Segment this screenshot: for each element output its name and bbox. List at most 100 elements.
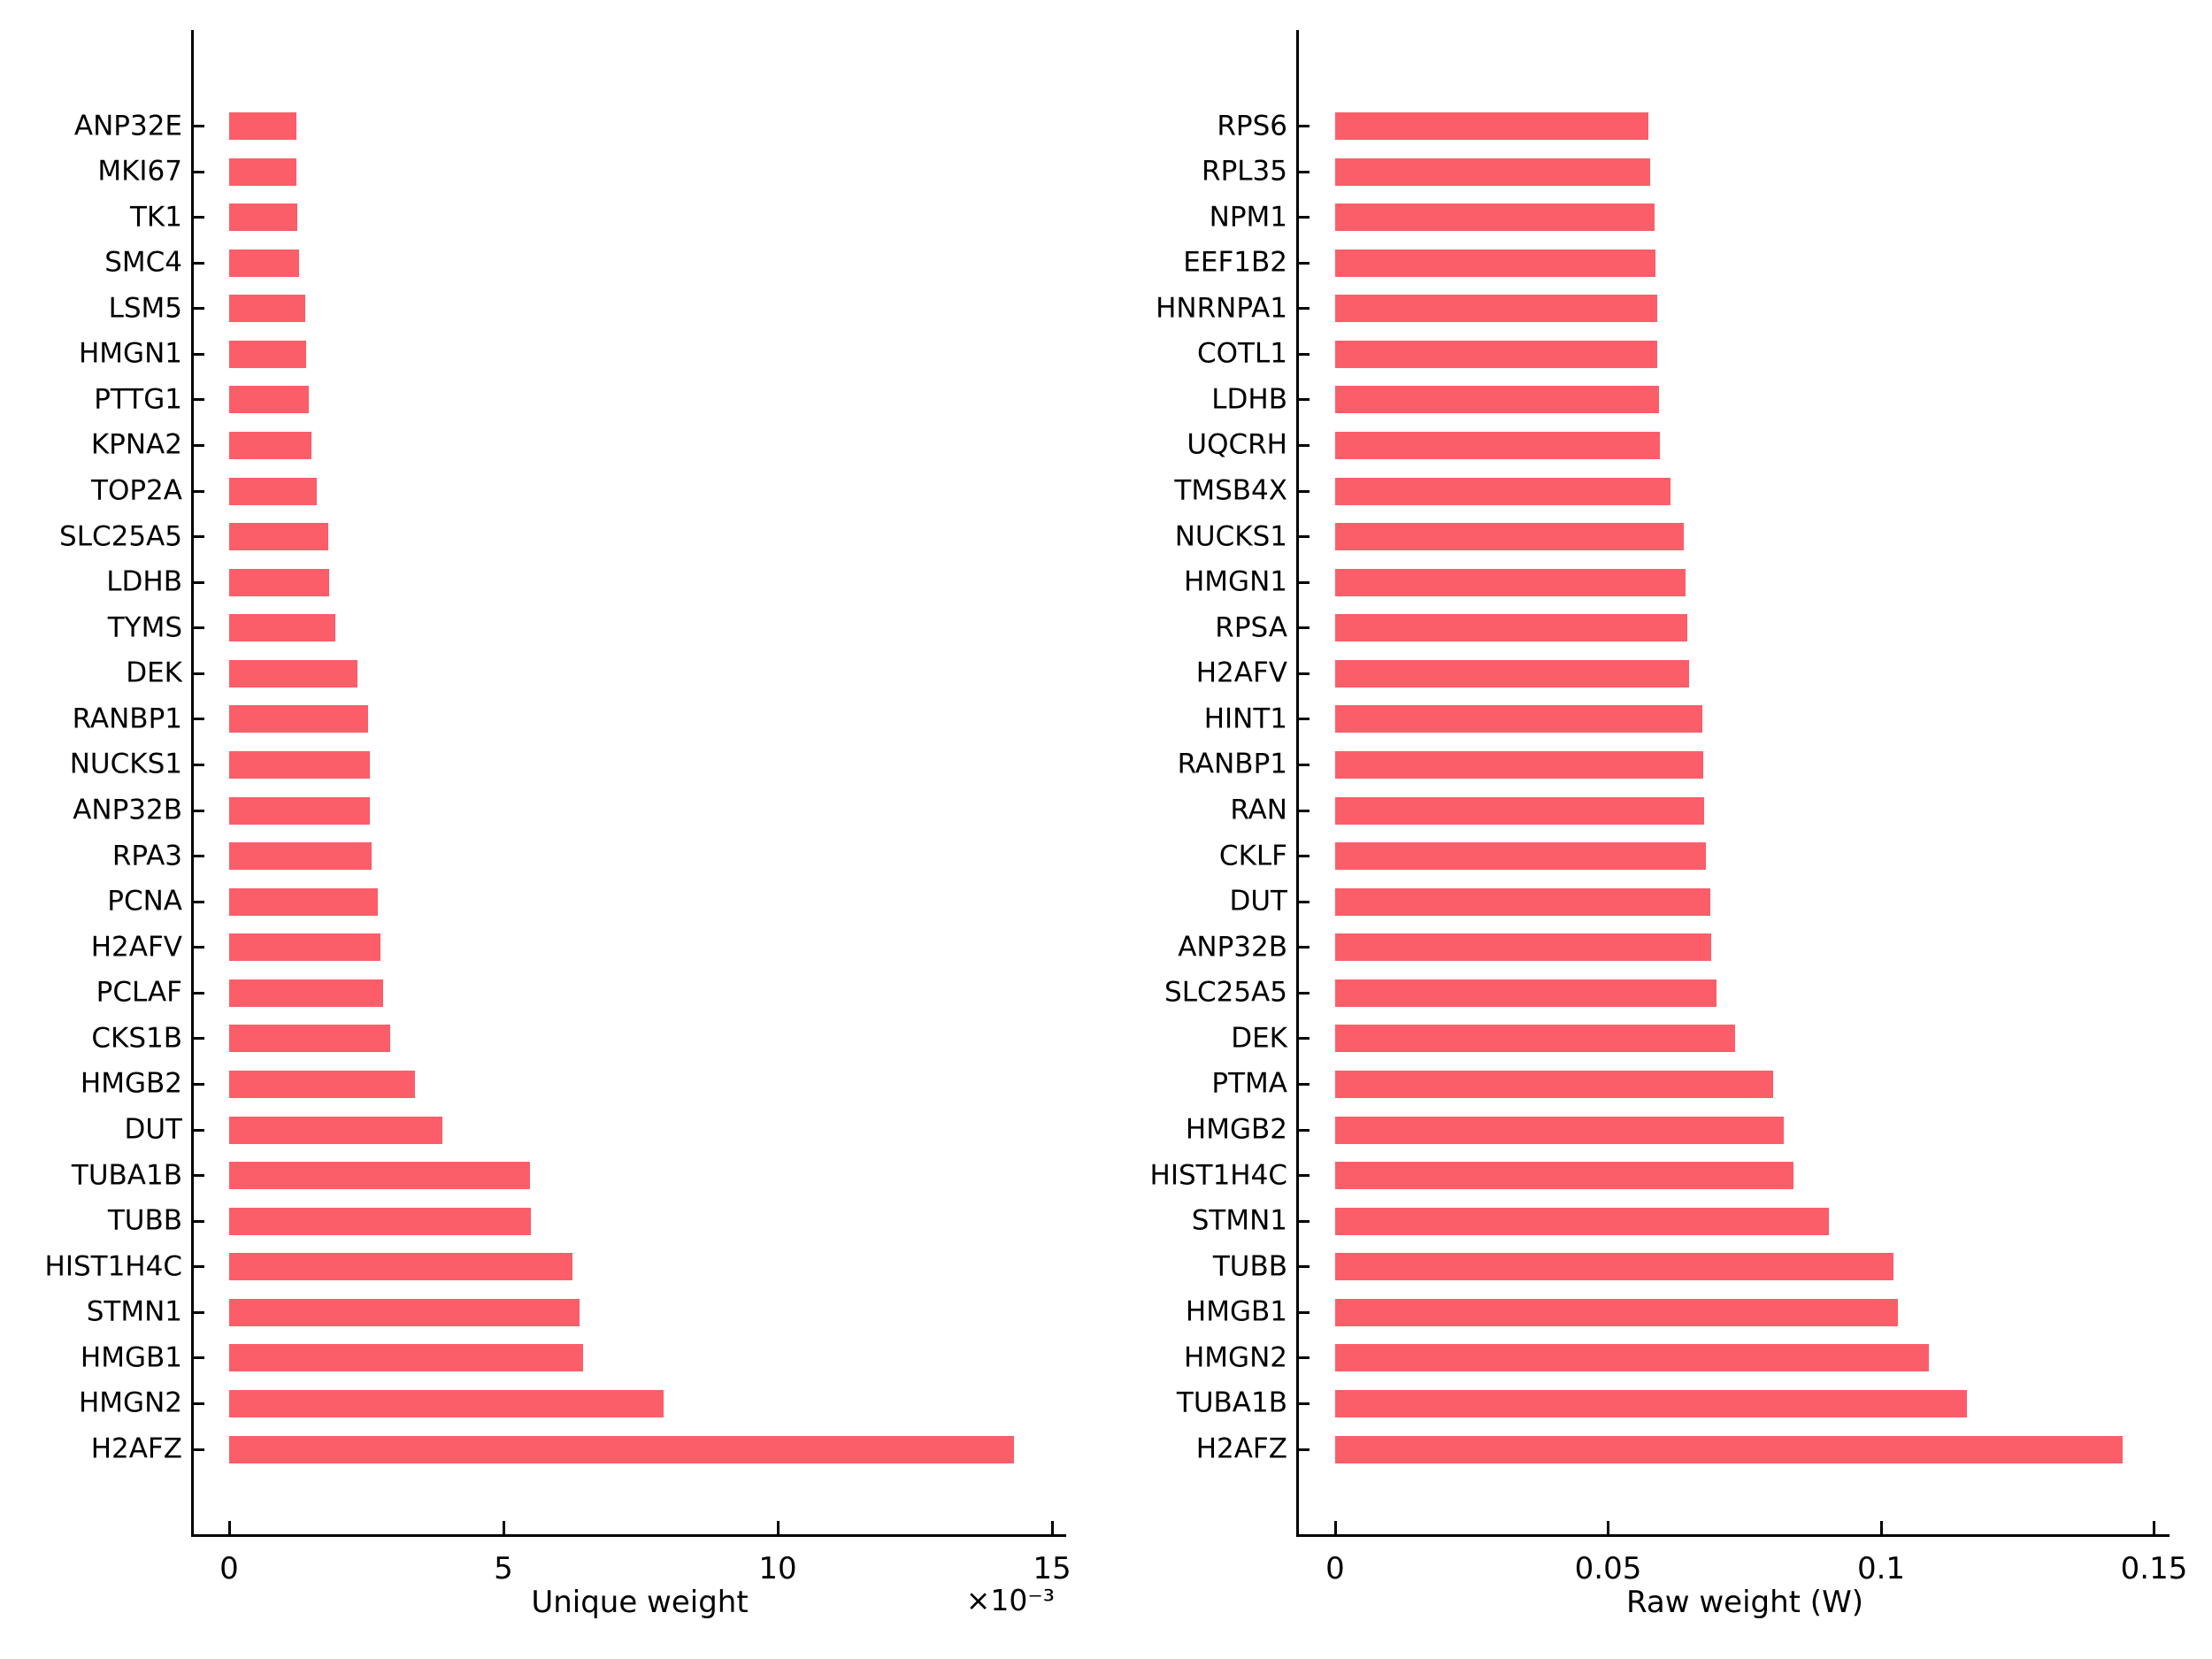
bar bbox=[1335, 659, 1689, 687]
gene-label: HMGB1 bbox=[80, 1341, 182, 1374]
bar bbox=[229, 431, 311, 459]
y-tick bbox=[191, 946, 204, 949]
bar bbox=[229, 1298, 580, 1326]
y-tick bbox=[1296, 1174, 1310, 1178]
gene-label: LDHB bbox=[106, 565, 182, 598]
gene-label: HMGB1 bbox=[1185, 1295, 1287, 1328]
x-tick-label: 5 bbox=[494, 1551, 513, 1586]
gene-label: TOP2A bbox=[91, 474, 182, 507]
gene-label: STMN1 bbox=[1191, 1204, 1287, 1237]
bar bbox=[229, 1207, 531, 1235]
gene-label: TUBA1B bbox=[1176, 1386, 1287, 1419]
y-tick bbox=[1296, 672, 1310, 675]
gene-label: TK1 bbox=[130, 201, 182, 234]
gene-label: NUCKS1 bbox=[1174, 520, 1287, 553]
y-tick bbox=[1296, 1265, 1310, 1269]
bar bbox=[229, 204, 297, 232]
gene-label: H2AFV bbox=[90, 931, 182, 964]
x-axis-spine bbox=[191, 1534, 1066, 1537]
bar bbox=[229, 523, 329, 551]
bar bbox=[1335, 1298, 1899, 1326]
bar bbox=[229, 1389, 664, 1417]
gene-label: DEK bbox=[126, 657, 182, 689]
gene-label: RAN bbox=[1230, 794, 1287, 826]
bar bbox=[229, 614, 336, 642]
gene-label: TUBA1B bbox=[71, 1159, 182, 1192]
bar bbox=[229, 705, 368, 733]
gene-label: RANBP1 bbox=[1177, 748, 1287, 780]
bar bbox=[1335, 1344, 1930, 1372]
gene-label: HMGN1 bbox=[79, 337, 182, 370]
gene-label: ANP32E bbox=[73, 110, 182, 142]
gene-label: COTL1 bbox=[1197, 337, 1287, 370]
gene-label: HIST1H4C bbox=[44, 1250, 182, 1283]
y-tick bbox=[191, 900, 204, 903]
y-tick bbox=[191, 1402, 204, 1405]
y-tick bbox=[191, 672, 204, 675]
y-tick bbox=[191, 991, 204, 995]
y-tick bbox=[191, 855, 204, 858]
bar bbox=[1335, 431, 1661, 459]
gene-label: LSM5 bbox=[108, 292, 182, 325]
gene-label: SMC4 bbox=[104, 246, 182, 279]
y-tick bbox=[1296, 580, 1310, 584]
gene-label: SLC25A5 bbox=[1164, 976, 1287, 1009]
bar bbox=[1335, 1435, 2124, 1463]
y-tick bbox=[1296, 1310, 1310, 1314]
gene-label: HINT1 bbox=[1203, 703, 1287, 735]
y-tick bbox=[1296, 946, 1310, 949]
gene-label: RANBP1 bbox=[72, 703, 182, 735]
bar bbox=[229, 750, 370, 779]
bar bbox=[229, 1253, 573, 1281]
y-tick bbox=[191, 398, 204, 402]
gene-label: RPSA bbox=[1215, 611, 1287, 644]
bar bbox=[229, 568, 329, 596]
x-tick-label: 0.15 bbox=[2120, 1551, 2188, 1586]
y-tick bbox=[191, 261, 204, 265]
gene-label: RPA3 bbox=[111, 840, 182, 872]
x-tick-label: 0 bbox=[219, 1551, 239, 1586]
y-tick bbox=[191, 1128, 204, 1132]
bar bbox=[1335, 1116, 1785, 1144]
bar bbox=[229, 340, 307, 368]
y-tick bbox=[191, 1265, 204, 1269]
bar bbox=[1335, 249, 1656, 277]
gene-label: NUCKS1 bbox=[69, 748, 182, 780]
y-tick bbox=[191, 718, 204, 721]
bar bbox=[229, 796, 371, 825]
y-tick bbox=[191, 580, 204, 584]
y-tick bbox=[1296, 1448, 1310, 1451]
x-tick bbox=[776, 1521, 780, 1534]
gene-label: STMN1 bbox=[86, 1295, 182, 1328]
gene-label: ANP32B bbox=[73, 794, 182, 826]
y-tick bbox=[1296, 763, 1310, 766]
y-tick bbox=[1296, 855, 1310, 858]
x-tick-label: 10 bbox=[758, 1551, 797, 1586]
y-tick bbox=[1296, 352, 1310, 356]
y-tick bbox=[191, 1310, 204, 1314]
gene-label: UQCRH bbox=[1187, 428, 1287, 461]
y-tick bbox=[191, 535, 204, 539]
gene-label: HMGN2 bbox=[79, 1386, 182, 1419]
y-tick bbox=[191, 1448, 204, 1451]
x-tick-label: 15 bbox=[1033, 1551, 1071, 1586]
y-tick bbox=[1296, 1128, 1310, 1132]
bar bbox=[1335, 614, 1687, 642]
bar bbox=[1335, 340, 1657, 368]
gene-label: H2AFV bbox=[1195, 657, 1287, 689]
bar bbox=[1335, 1389, 1967, 1417]
y-tick bbox=[191, 1356, 204, 1360]
bar bbox=[1335, 1070, 1773, 1098]
bar bbox=[229, 979, 384, 1007]
x-tick-label: 0.1 bbox=[1856, 1551, 1906, 1586]
bar bbox=[229, 295, 306, 323]
bar bbox=[229, 1025, 391, 1053]
x-tick bbox=[502, 1521, 505, 1534]
y-tick bbox=[191, 443, 204, 447]
bar bbox=[1335, 933, 1712, 962]
bar bbox=[1335, 979, 1717, 1007]
bar bbox=[1335, 204, 1655, 232]
y-tick bbox=[191, 1219, 204, 1223]
bar bbox=[1335, 887, 1710, 916]
y-tick bbox=[191, 1082, 204, 1086]
